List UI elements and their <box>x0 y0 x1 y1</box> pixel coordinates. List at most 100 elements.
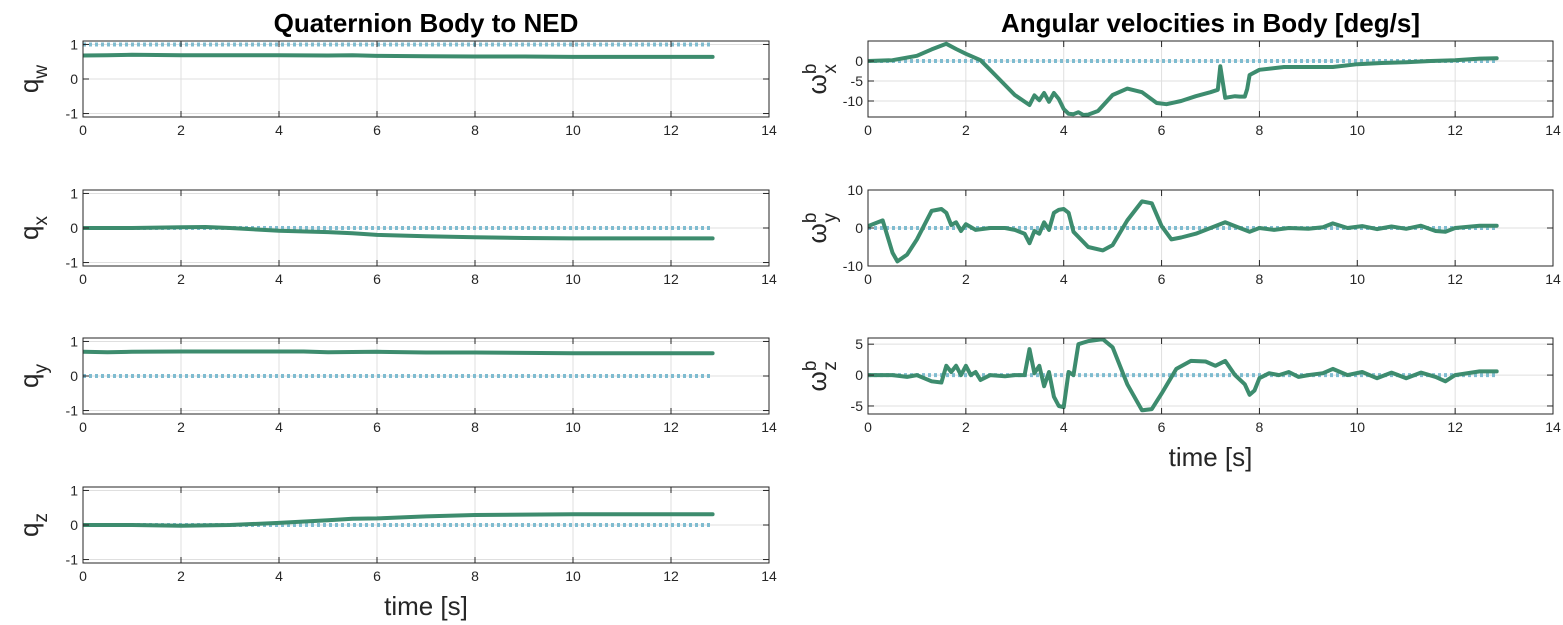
x-tick-label: 10 <box>565 419 581 435</box>
x-tick-label: 6 <box>373 122 381 138</box>
y-tick-label: -5 <box>851 398 864 414</box>
x-tick-label: 14 <box>1545 419 1561 435</box>
x-tick-label: 2 <box>962 419 970 435</box>
x-axis-label: time [s] <box>384 591 468 621</box>
x-tick-label: 8 <box>471 271 479 287</box>
x-tick-label: 4 <box>275 568 283 584</box>
y-axis-label: qy <box>14 364 52 388</box>
x-tick-label: 0 <box>79 568 87 584</box>
x-tick-label: 8 <box>1256 419 1264 435</box>
x-tick-label: 8 <box>471 568 479 584</box>
x-tick-label: 0 <box>79 419 87 435</box>
estimate-line-wy <box>868 199 1499 264</box>
y-axis-label-sub: y <box>31 364 52 374</box>
axes-frame-wz <box>867 337 1554 415</box>
y-axis-label-sub: z <box>31 513 52 523</box>
x-tick-label: 12 <box>663 122 679 138</box>
x-tick-label: 10 <box>1349 122 1365 138</box>
y-tick-label: -1 <box>66 106 79 122</box>
plot-area-qy <box>83 349 715 378</box>
y-axis-label: qz <box>14 513 52 537</box>
y-tick-label: 5 <box>855 336 863 352</box>
estimate-line-wx <box>868 41 1499 117</box>
estimate-line-qy <box>83 349 715 356</box>
x-tick-label: 14 <box>761 419 777 435</box>
x-tick-label: 14 <box>761 122 777 138</box>
y-axis-label: qx <box>14 216 52 240</box>
x-tick-label: 0 <box>864 419 872 435</box>
x-tick-label: 8 <box>471 419 479 435</box>
y-axis-label-sub: z <box>820 361 841 371</box>
x-tick-label: 10 <box>565 271 581 287</box>
x-tick-label: 2 <box>962 271 970 287</box>
x-tick-label: 2 <box>177 419 185 435</box>
x-tick-label: 14 <box>1545 271 1561 287</box>
y-axis-label-sup: b <box>800 213 821 224</box>
subplot-wx: 0 2 4 6 8 10 12 14 -10 -5 0 Angular velocities in B… <box>800 8 1561 138</box>
x-tick-label: 4 <box>1060 122 1068 138</box>
y-axis-label-sub: y <box>820 213 841 223</box>
estimate-line-qz <box>83 512 715 528</box>
y-tick-label: 1 <box>70 36 78 52</box>
x-tick-label: 10 <box>1349 419 1365 435</box>
y-tick-label: 1 <box>70 333 78 349</box>
y-tick-label: -1 <box>66 403 79 419</box>
x-tick-label: 14 <box>1545 122 1561 138</box>
x-tick-label: 6 <box>373 419 381 435</box>
x-tick-label: 6 <box>1158 122 1166 138</box>
x-tick-label: 6 <box>373 271 381 287</box>
y-axis-label-main: ω <box>802 223 832 243</box>
plot-area-wz <box>868 338 1499 413</box>
x-tick-label: 8 <box>1256 271 1264 287</box>
axes-frame-wx <box>867 40 1554 118</box>
x-tick-label: 2 <box>177 122 185 138</box>
y-axis-label-main: ω <box>802 371 832 391</box>
y-tick-label: 1 <box>70 185 78 201</box>
x-tick-label: 2 <box>177 271 185 287</box>
x-tick-label: 12 <box>1447 271 1463 287</box>
x-tick-label: 10 <box>565 568 581 584</box>
x-tick-label: 10 <box>1349 271 1365 287</box>
y-tick-label: -1 <box>66 255 79 271</box>
estimate-line-qx <box>83 225 715 241</box>
x-tick-label: 4 <box>275 271 283 287</box>
x-tick-label: 4 <box>275 419 283 435</box>
x-tick-label: 10 <box>565 122 581 138</box>
estimate-line-wz <box>868 338 1499 413</box>
chart-title: Quaternion Body to NED <box>274 8 579 38</box>
plot-area-qx <box>83 225 715 241</box>
x-tick-label: 12 <box>1447 419 1463 435</box>
y-axis-label-sub: x <box>31 216 52 226</box>
plot-area-wy <box>868 199 1499 264</box>
y-tick-label: -10 <box>843 258 863 274</box>
y-axis-label-sup: b <box>800 64 821 75</box>
chart-title: Angular velocities in Body [deg/s] <box>1001 8 1420 38</box>
y-tick-label: 0 <box>855 53 863 69</box>
x-tick-label: 8 <box>471 122 479 138</box>
y-tick-label: -5 <box>851 73 864 89</box>
x-tick-label: 12 <box>663 271 679 287</box>
x-tick-label: 14 <box>761 271 777 287</box>
y-axis-label: ωbx <box>800 64 841 95</box>
x-tick-label: 14 <box>761 568 777 584</box>
x-tick-label: 2 <box>962 122 970 138</box>
x-tick-label: 6 <box>1158 419 1166 435</box>
plot-area-qz <box>83 512 715 528</box>
x-tick-label: 4 <box>1060 419 1068 435</box>
x-tick-label: 0 <box>79 271 87 287</box>
x-tick-label: 0 <box>864 271 872 287</box>
x-tick-label: 0 <box>864 122 872 138</box>
y-axis-label-main: ω <box>802 74 832 94</box>
y-axis-label-sup: b <box>800 361 821 372</box>
y-tick-label: -1 <box>66 552 79 568</box>
x-tick-label: 4 <box>1060 271 1068 287</box>
y-tick-label: 0 <box>70 517 78 533</box>
x-tick-label: 0 <box>79 122 87 138</box>
plot-area-qw <box>83 42 715 59</box>
